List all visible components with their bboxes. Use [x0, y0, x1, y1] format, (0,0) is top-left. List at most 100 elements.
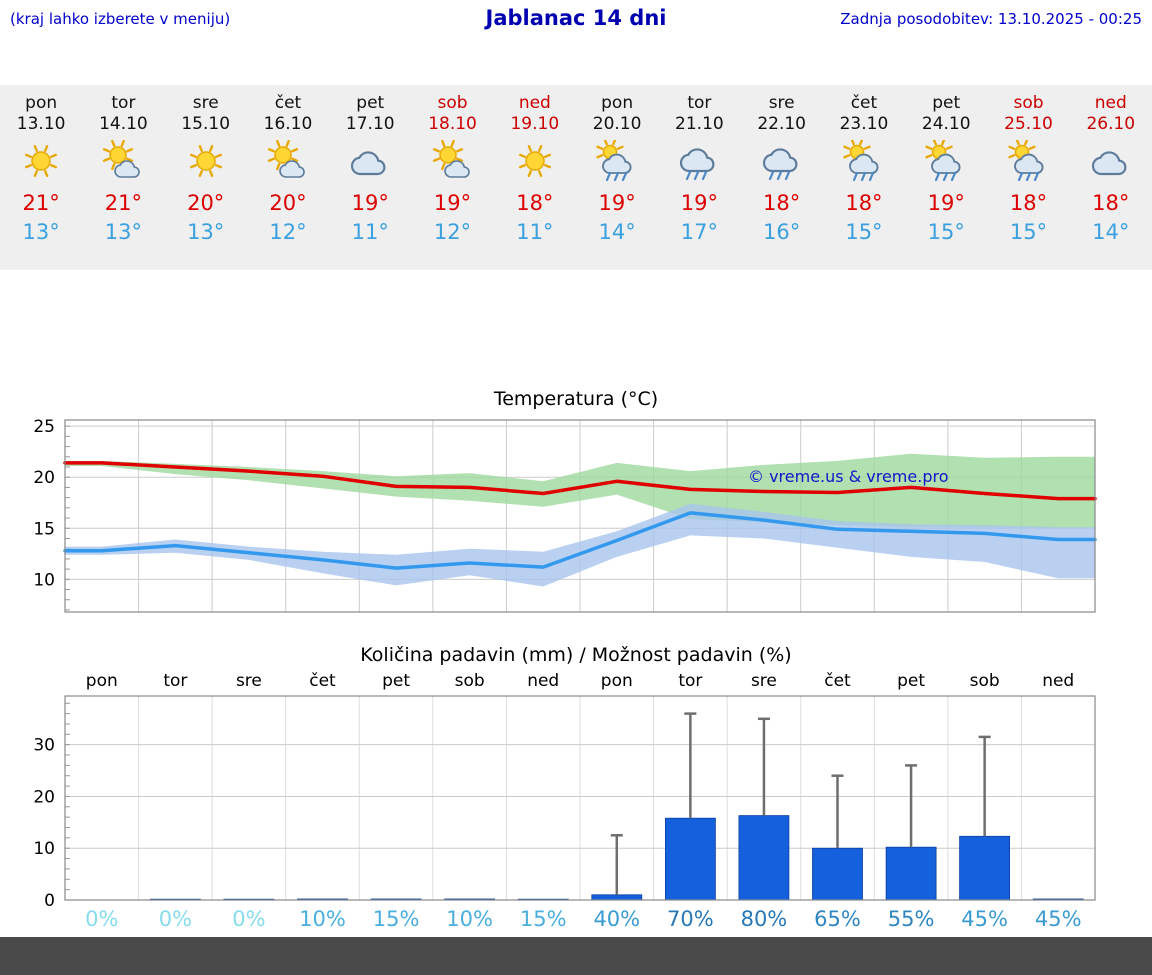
day-name: ned: [1094, 93, 1127, 113]
low-temp: 15°: [1009, 219, 1048, 244]
forecast-day-column: čet 23.10 18° 15°: [823, 85, 905, 270]
page-title: Jablanac 14 dni: [485, 6, 667, 30]
high-temp: 18°: [845, 190, 883, 215]
forecast-day-column: sob 25.10 18° 15°: [987, 85, 1069, 270]
day-date: 23.10: [839, 114, 889, 135]
rain-icon: [658, 140, 740, 186]
low-temp: 14°: [598, 219, 636, 244]
low-temp: 12°: [269, 219, 307, 244]
day-date: 20.10: [592, 114, 642, 135]
svg-text:20: 20: [33, 468, 55, 488]
forecast-day-column: ned 19.10 18° 11°: [494, 85, 576, 270]
forecast-day-column: čet 16.10 20° 12°: [247, 85, 329, 270]
high-temp: 19°: [433, 190, 472, 215]
precip-day-label: sre: [236, 671, 262, 691]
sunny-icon: [165, 140, 247, 186]
precip-probability-label: 15%: [520, 907, 567, 931]
svg-text:10: 10: [33, 839, 55, 859]
precip-bar: [959, 835, 1010, 901]
sun-rain-icon: [576, 137, 658, 186]
precip-day-label: pet: [382, 671, 410, 691]
low-temp: 11°: [351, 219, 389, 244]
forecast-strip: pon 13.10 21° 13° tor 14.10 21° 13° sre 15.10 20° 1…: [0, 85, 1152, 270]
day-date: 14.10: [99, 114, 148, 135]
svg-text:20: 20: [33, 787, 55, 807]
precip-probability-label: 0%: [232, 907, 265, 931]
last-update: Zadnja posodobitev: 13.10.2025 - 00:25: [840, 10, 1142, 28]
precip-bar: [665, 817, 716, 901]
high-temp: 20°: [187, 190, 225, 215]
sunny-icon: [0, 140, 82, 186]
precip-day-label: ned: [1042, 671, 1074, 691]
high-temp: 19°: [927, 190, 965, 215]
precip-day-label: čet: [824, 671, 851, 691]
precip-probability-label: 40%: [593, 907, 640, 931]
precip-probability-label: 70%: [667, 907, 714, 931]
day-date: 22.10: [757, 114, 806, 135]
menu-hint[interactable]: (kraj lahko izberete v meniju): [10, 10, 231, 28]
mostly-sunny-icon: [247, 139, 329, 186]
precip-probability-label: 10%: [446, 907, 493, 931]
day-date: 13.10: [16, 114, 66, 135]
high-temp: 20°: [269, 190, 307, 215]
low-temp: 14°: [1092, 219, 1130, 244]
temperature-chart: 10 15 20 25 © vreme.us & vreme.pro: [33, 417, 1097, 613]
forecast-day-column: pon 20.10 19° 14°: [576, 85, 658, 270]
day-name: tor: [111, 93, 136, 113]
day-name: tor: [687, 93, 712, 113]
low-temp: 11°: [516, 219, 554, 244]
temperature-chart-title: Temperatura (°C): [493, 388, 659, 410]
svg-text:25: 25: [33, 417, 55, 437]
mostly-sunny-icon: [82, 139, 164, 186]
precip-bar: [738, 815, 790, 901]
precip-chart: pon tor sre čet pet sob ned pon tor sre čet pet sob n…: [33, 671, 1096, 931]
high-temp: 19°: [680, 190, 718, 215]
forecast-day-column: tor 21.10 19° 17°: [658, 85, 740, 270]
forecast-day-column: ned 26.10 18° 14°: [1070, 85, 1152, 270]
svg-text:0: 0: [44, 891, 55, 911]
day-date: 25.10: [1004, 114, 1053, 135]
precip-day-label: pon: [601, 671, 633, 691]
high-temp: 19°: [351, 190, 389, 215]
precip-chart-title: Količina padavin (mm) / Možnost padavin …: [360, 644, 792, 666]
precip-probability-label: 65%: [814, 907, 861, 931]
low-temp: 13°: [104, 219, 143, 244]
svg-text:15: 15: [33, 519, 55, 539]
sunny-icon: [494, 140, 576, 186]
day-date: 21.10: [675, 114, 724, 135]
low-temp: 12°: [433, 219, 472, 244]
forecast-day-column: pon 13.10 21° 13°: [0, 85, 82, 270]
day-name: čet: [850, 93, 878, 113]
day-name: sob: [437, 93, 468, 113]
precip-day-label: sre: [751, 671, 777, 691]
low-temp: 15°: [927, 219, 965, 244]
high-temp: 18°: [516, 190, 554, 215]
forecast-day-column: sre 22.10 18° 16°: [741, 85, 823, 270]
low-temp: 13°: [187, 219, 225, 244]
day-date: 24.10: [921, 114, 971, 135]
day-name: sre: [192, 93, 219, 113]
high-temp: 21°: [104, 190, 143, 215]
precip-bar: [885, 846, 937, 901]
cloudy-icon: [329, 140, 411, 186]
day-date: 18.10: [428, 114, 477, 135]
low-temp: 13°: [22, 219, 60, 244]
precip-bar: [591, 894, 643, 901]
precip-probability-label: 45%: [1035, 907, 1082, 931]
high-temp: 18°: [763, 190, 801, 215]
svg-text:10: 10: [33, 570, 55, 590]
precip-probability-label: 45%: [961, 907, 1008, 931]
precip-day-label: tor: [678, 671, 702, 691]
day-name: sob: [1013, 93, 1044, 113]
precip-day-label: sob: [455, 671, 485, 691]
precip-day-label: čet: [309, 671, 336, 691]
precip-day-label: pon: [86, 671, 118, 691]
day-name: čet: [274, 93, 302, 113]
forecast-day-column: sre 15.10 20° 13°: [165, 85, 247, 270]
day-name: ned: [518, 93, 551, 113]
precip-probability-label: 0%: [159, 907, 192, 931]
day-date: 15.10: [181, 114, 231, 135]
sun-rain-icon: [987, 137, 1069, 186]
high-temp: 19°: [598, 190, 636, 215]
svg-text:30: 30: [33, 736, 55, 756]
